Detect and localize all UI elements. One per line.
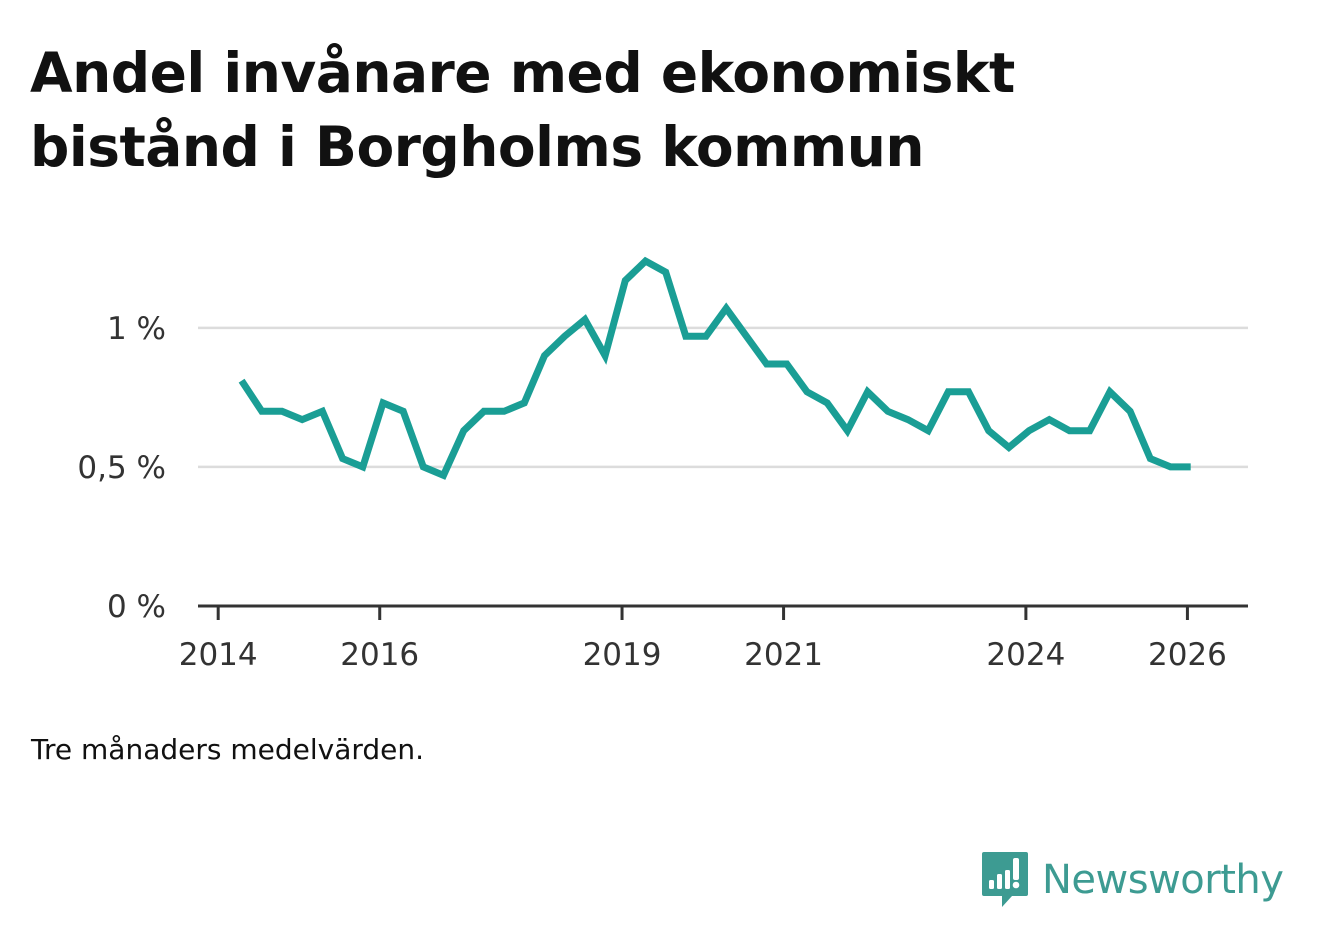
chart-title: Andel invånare med ekonomiskt bistånd i … xyxy=(30,41,1015,179)
data-point xyxy=(663,269,669,275)
data-point xyxy=(1127,408,1133,414)
data-point xyxy=(501,408,507,414)
data-point xyxy=(360,464,366,470)
data-point xyxy=(703,333,709,339)
y-tick-label: 0,5 % xyxy=(77,450,166,486)
data-point xyxy=(340,456,346,462)
data-point xyxy=(945,389,951,395)
data-point xyxy=(683,333,689,339)
data-point xyxy=(481,408,487,414)
x-tick-label: 2026 xyxy=(1148,637,1227,673)
data-point xyxy=(824,400,830,406)
brand-name: Newsworthy xyxy=(1042,857,1284,903)
data-point xyxy=(784,361,790,367)
data-point xyxy=(319,408,325,414)
data-point xyxy=(562,333,568,339)
series-layer xyxy=(238,256,1194,480)
data-point xyxy=(986,428,992,434)
x-tick-label: 2014 xyxy=(179,637,258,673)
x-tick-label: 2019 xyxy=(583,637,662,673)
data-point xyxy=(1107,389,1113,395)
brand-logo: Newsworthy xyxy=(980,850,1284,910)
data-point xyxy=(400,408,406,414)
data-point xyxy=(885,408,891,414)
chart-note: Tre månaders medelvärden. xyxy=(31,733,425,766)
data-point xyxy=(966,389,972,395)
y-axis-labels: 0 % 0,5 % 1 % xyxy=(77,311,166,625)
data-point xyxy=(420,464,426,470)
data-point xyxy=(441,472,447,478)
x-tick-label: 2021 xyxy=(744,637,823,673)
data-point xyxy=(299,417,305,423)
data-point xyxy=(723,305,729,311)
data-point xyxy=(1087,428,1093,434)
data-point xyxy=(279,408,285,414)
data-point xyxy=(643,258,649,264)
y-tick-label: 0 % xyxy=(107,589,166,625)
data-point xyxy=(461,428,467,434)
data-point xyxy=(1026,428,1032,434)
data-point xyxy=(1006,444,1012,450)
data-point xyxy=(925,428,931,434)
data-point xyxy=(380,400,386,406)
y-tick-label: 1 % xyxy=(107,311,166,347)
data-point xyxy=(1067,428,1073,434)
data-point xyxy=(804,389,810,395)
x-tick-label: 2016 xyxy=(340,637,419,673)
data-point xyxy=(239,378,245,384)
x-axis xyxy=(198,604,1248,620)
data-point xyxy=(743,333,749,339)
data-point xyxy=(1147,456,1153,462)
data-point xyxy=(622,278,628,284)
data-point xyxy=(1046,417,1052,423)
data-point xyxy=(582,317,588,323)
series-line xyxy=(238,256,1191,480)
grid-lines xyxy=(198,326,1248,469)
newsworthy-logo-icon xyxy=(982,852,1028,907)
data-point xyxy=(1168,464,1174,470)
data-point xyxy=(542,353,548,359)
data-point xyxy=(521,400,527,406)
x-tick-label: 2024 xyxy=(986,637,1065,673)
data-point xyxy=(1188,464,1194,470)
x-axis-labels: 2014 2016 2019 2021 2024 2026 xyxy=(179,637,1227,673)
data-point xyxy=(764,361,770,367)
data-point xyxy=(844,428,850,434)
data-point xyxy=(602,353,608,359)
data-point xyxy=(259,408,265,414)
data-point xyxy=(865,389,871,395)
data-point xyxy=(905,417,911,423)
